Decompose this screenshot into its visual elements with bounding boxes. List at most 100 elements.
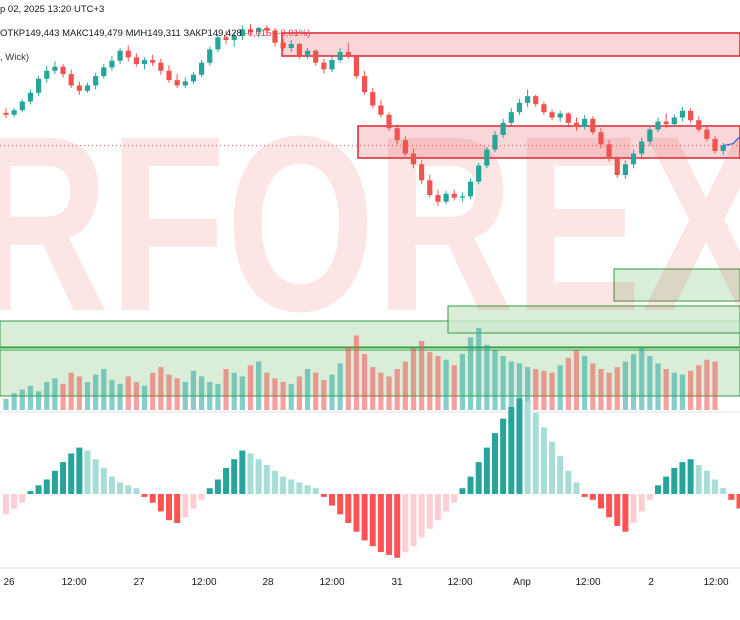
- ohlc-close-label: ЗАКР: [183, 28, 208, 39]
- oscillator-layer: [3, 398, 740, 558]
- volume-bar: [313, 372, 319, 410]
- candle-body: [158, 62, 164, 71]
- candle-body: [394, 128, 400, 141]
- indicator-legend[interactable]: , Wick): [0, 52, 30, 63]
- candles-layer: [3, 23, 726, 206]
- volume-bar: [565, 357, 571, 410]
- volume-bar: [516, 363, 523, 410]
- candle-body: [443, 193, 449, 202]
- volume-bar: [158, 367, 164, 410]
- oscillator-bar: [174, 494, 181, 523]
- volume-bar: [378, 372, 384, 410]
- volume-bar: [353, 335, 360, 410]
- volume-bar: [533, 369, 539, 410]
- candle-body: [410, 153, 417, 165]
- candle-body: [573, 122, 580, 127]
- candle-body: [337, 52, 343, 61]
- volume-bar: [223, 369, 229, 410]
- oscillator-bar: [500, 418, 507, 494]
- oscillator-bar: [703, 470, 710, 494]
- candle-body: [313, 50, 319, 63]
- oscillator-bar: [589, 494, 596, 500]
- oscillator-bar: [492, 433, 498, 494]
- candle-body: [655, 121, 661, 130]
- projection-line: [723, 136, 740, 147]
- volume-bar: [402, 361, 408, 410]
- volume-bar: [362, 354, 368, 410]
- volume-bar: [182, 382, 188, 410]
- candle-body: [329, 60, 335, 70]
- candle-body: [141, 60, 148, 65]
- candle-body: [125, 50, 131, 58]
- volume-bar: [133, 382, 139, 410]
- oscillator-bar: [434, 494, 441, 521]
- candle-body: [296, 44, 302, 57]
- candle-body: [508, 112, 514, 123]
- candle-body: [353, 56, 360, 77]
- oscillator-bar: [182, 494, 189, 518]
- candle-body: [467, 181, 474, 197]
- oscillator-bar: [157, 494, 164, 512]
- volume-bar: [598, 369, 604, 410]
- oscillator-bar: [581, 494, 588, 497]
- candle-body: [321, 62, 327, 70]
- volume-bar: [3, 398, 9, 410]
- candle-body: [639, 141, 645, 154]
- oscillator-bar: [19, 494, 26, 503]
- candle-body: [630, 153, 637, 165]
- oscillator-bar: [679, 462, 686, 494]
- candle-body: [36, 78, 42, 93]
- x-tick-label: 12:00: [319, 577, 345, 588]
- volume-bar: [207, 382, 213, 410]
- oscillator-bar: [573, 482, 580, 494]
- x-tick-label: 12:00: [61, 577, 87, 588]
- supply-zone: [357, 125, 740, 159]
- volume-bar: [663, 369, 669, 410]
- oscillator-bar: [108, 476, 115, 494]
- volume-bar: [141, 385, 148, 410]
- volume-bar: [329, 374, 335, 410]
- volume-bar: [44, 382, 50, 410]
- volume-bar: [459, 354, 465, 410]
- volume-bar: [467, 337, 474, 410]
- oscillator-bar: [614, 494, 621, 526]
- oscillator-bar: [508, 407, 515, 494]
- volume-bar: [247, 365, 254, 410]
- oscillator-bar: [3, 494, 9, 515]
- candle-body: [492, 134, 498, 150]
- candle-body: [239, 29, 245, 36]
- candle-body: [435, 195, 441, 202]
- oscillator-bar: [451, 494, 458, 503]
- ohlc-open-label: ОТКР: [0, 28, 26, 39]
- candle-body: [117, 50, 123, 61]
- volume-bar: [410, 348, 417, 410]
- ohlc-open: 149,443: [25, 28, 60, 39]
- header-timestamp: р 02, 2025 13:20 UTC+3: [0, 4, 105, 15]
- candle-body: [386, 114, 392, 129]
- oscillator-bar: [288, 479, 295, 494]
- candle-body: [459, 196, 465, 198]
- volume-bar: [688, 370, 694, 410]
- volume-bar: [557, 365, 563, 410]
- volume-bar: [280, 382, 286, 410]
- oscillator-bar: [671, 467, 678, 494]
- volume-bar: [451, 365, 457, 410]
- candle-body: [704, 129, 710, 139]
- candle-body: [598, 132, 604, 145]
- candle-body: [622, 164, 628, 175]
- volume-bar: [614, 367, 620, 410]
- candle-body: [533, 96, 539, 105]
- candle-body: [288, 44, 294, 49]
- volume-bar: [622, 361, 628, 410]
- volume-bar: [93, 374, 99, 410]
- candle-body: [419, 164, 425, 181]
- candle-body: [44, 70, 50, 79]
- oscillator-bar: [622, 494, 629, 532]
- ohlc-close: 149,428: [207, 28, 242, 39]
- candle-body: [402, 140, 408, 154]
- volume-bar: [590, 363, 596, 410]
- candle-body: [647, 129, 653, 142]
- candle-body: [451, 193, 457, 198]
- volume-bar: [239, 376, 245, 410]
